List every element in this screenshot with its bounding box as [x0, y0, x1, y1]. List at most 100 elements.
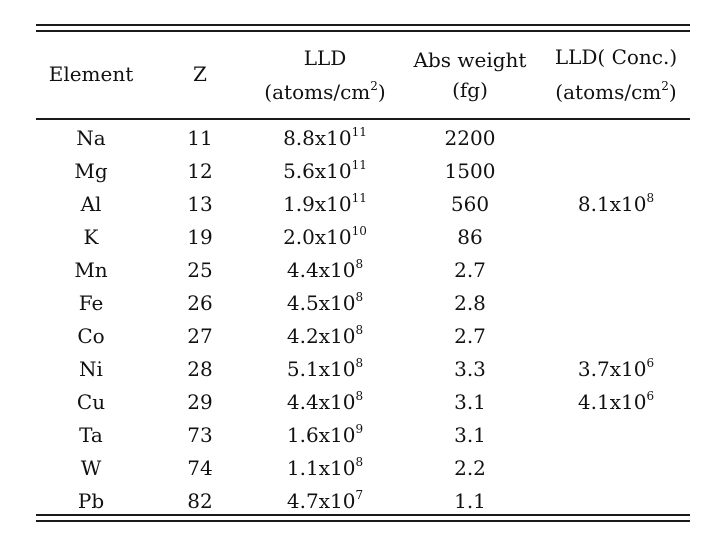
lld-exponent: 8 — [355, 257, 364, 271]
conc-exponent: 6 — [646, 356, 655, 370]
lld-mantissa: 4.5x10 — [286, 291, 356, 315]
element-cell: Mn — [74, 258, 108, 282]
z-cell: 74 — [187, 456, 213, 480]
conc-lld-cell: 3.7x106 — [578, 357, 654, 381]
lld-mantissa: 4.4x10 — [286, 258, 356, 282]
header-conc-line1: LLD( Conc.) — [554, 45, 678, 69]
header-abs-line1: Abs weight — [413, 48, 527, 72]
conc-exponent: 8 — [646, 191, 655, 205]
element-cell: Cu — [76, 390, 106, 414]
element-cell: Fe — [78, 291, 104, 315]
element-cell: Co — [77, 324, 105, 348]
lld-cell: 4.2x108 — [287, 324, 363, 348]
abs-weight-cell: 2200 — [444, 126, 496, 150]
lld-exponent: 11 — [351, 158, 367, 172]
header-rule — [36, 118, 690, 120]
element-cell: W — [80, 456, 102, 480]
header-abs-line2: (fg) — [452, 78, 488, 102]
z-cell: 19 — [187, 225, 213, 249]
z-cell: 13 — [187, 192, 213, 216]
lld-mantissa: 4.7x10 — [286, 489, 356, 513]
header-z: Z — [193, 62, 207, 86]
lld-mantissa: 5.1x10 — [286, 357, 356, 381]
abs-weight-cell: 86 — [457, 225, 483, 249]
abs-weight-cell: 1.1 — [454, 489, 486, 513]
lld-mantissa: 1.9x10 — [283, 192, 352, 216]
bottom-rule-inner — [36, 520, 690, 522]
lld-exponent: 8 — [355, 323, 364, 337]
abs-weight-cell: 2.8 — [454, 291, 486, 315]
abs-weight-cell: 2.7 — [454, 324, 486, 348]
z-cell: 26 — [187, 291, 213, 315]
lld-cell: 8.8x1011 — [283, 126, 367, 150]
lld-cell: 2.0x1010 — [283, 225, 367, 249]
header-element: Element — [48, 62, 134, 86]
lld-mantissa: 4.2x10 — [286, 324, 356, 348]
conc-lld-cell: 4.1x106 — [578, 390, 654, 414]
lld-exponent: 8 — [355, 356, 364, 370]
lld-mantissa: 1.1x10 — [286, 456, 356, 480]
element-cell: Pb — [77, 489, 105, 513]
header-conc-unit-close: ) — [668, 80, 677, 104]
z-cell: 28 — [187, 357, 213, 381]
abs-weight-cell: 2.2 — [454, 456, 486, 480]
conc-mantissa: 8.1x10 — [577, 192, 647, 216]
lld-cell: 1.9x1011 — [283, 192, 367, 216]
lld-mantissa: 8.8x10 — [283, 126, 352, 150]
abs-weight-cell: 3.1 — [454, 390, 486, 414]
lld-cell: 5.1x108 — [287, 357, 363, 381]
header-lld-line2: (atoms/cm2) — [264, 80, 385, 104]
lld-exponent: 8 — [355, 455, 364, 469]
conc-mantissa: 4.1x10 — [577, 390, 647, 414]
lld-mantissa: 4.4x10 — [286, 390, 356, 414]
header-lld-unit: (atoms/cm — [264, 80, 371, 104]
bottom-rule — [36, 514, 690, 516]
abs-weight-cell: 560 — [450, 192, 490, 216]
header-conc-unit-exp: 2 — [661, 79, 669, 93]
header-lld-line1: LLD — [303, 46, 347, 70]
abs-weight-cell: 3.3 — [454, 357, 486, 381]
abs-weight-cell: 3.1 — [454, 423, 486, 447]
element-cell: K — [83, 225, 99, 249]
element-cell: Na — [76, 126, 106, 150]
lld-mantissa: 2.0x10 — [283, 225, 352, 249]
lld-mantissa: 1.6x10 — [286, 423, 356, 447]
z-cell: 73 — [187, 423, 213, 447]
top-rule-inner — [36, 30, 690, 32]
lld-cell: 4.4x108 — [287, 390, 363, 414]
lld-exponent: 8 — [355, 290, 364, 304]
lld-exponent: 9 — [355, 422, 364, 436]
z-cell: 82 — [187, 489, 213, 513]
lld-cell: 1.6x109 — [287, 423, 363, 447]
lld-cell: 4.5x108 — [287, 291, 363, 315]
header-lld-unit-close: ) — [377, 80, 386, 104]
abs-weight-cell: 1500 — [444, 159, 496, 183]
lld-exponent: 10 — [351, 224, 367, 238]
element-cell: Mg — [74, 159, 108, 183]
header-lld-unit-exp: 2 — [370, 79, 378, 93]
lld-cell: 5.6x1011 — [283, 159, 367, 183]
lld-cell: 1.1x108 — [287, 456, 363, 480]
element-cell: Ni — [79, 357, 103, 381]
element-cell: Al — [80, 192, 102, 216]
conc-exponent: 6 — [646, 389, 655, 403]
z-cell: 25 — [187, 258, 213, 282]
conc-lld-cell: 8.1x108 — [578, 192, 654, 216]
lld-exponent: 11 — [351, 125, 367, 139]
z-cell: 29 — [187, 390, 213, 414]
abs-weight-cell: 2.7 — [454, 258, 486, 282]
lld-cell: 4.4x108 — [287, 258, 363, 282]
lld-mantissa: 5.6x10 — [283, 159, 352, 183]
conc-mantissa: 3.7x10 — [577, 357, 647, 381]
element-cell: Ta — [79, 423, 103, 447]
header-conc-unit: (atoms/cm — [555, 80, 662, 104]
header-conc-line2: (atoms/cm2) — [555, 80, 676, 104]
z-cell: 11 — [187, 126, 213, 150]
z-cell: 27 — [187, 324, 213, 348]
lld-exponent: 11 — [351, 191, 367, 205]
z-cell: 12 — [187, 159, 213, 183]
top-rule — [36, 24, 690, 26]
lld-exponent: 7 — [355, 488, 364, 502]
lld-exponent: 8 — [355, 389, 364, 403]
lld-cell: 4.7x107 — [287, 489, 363, 513]
